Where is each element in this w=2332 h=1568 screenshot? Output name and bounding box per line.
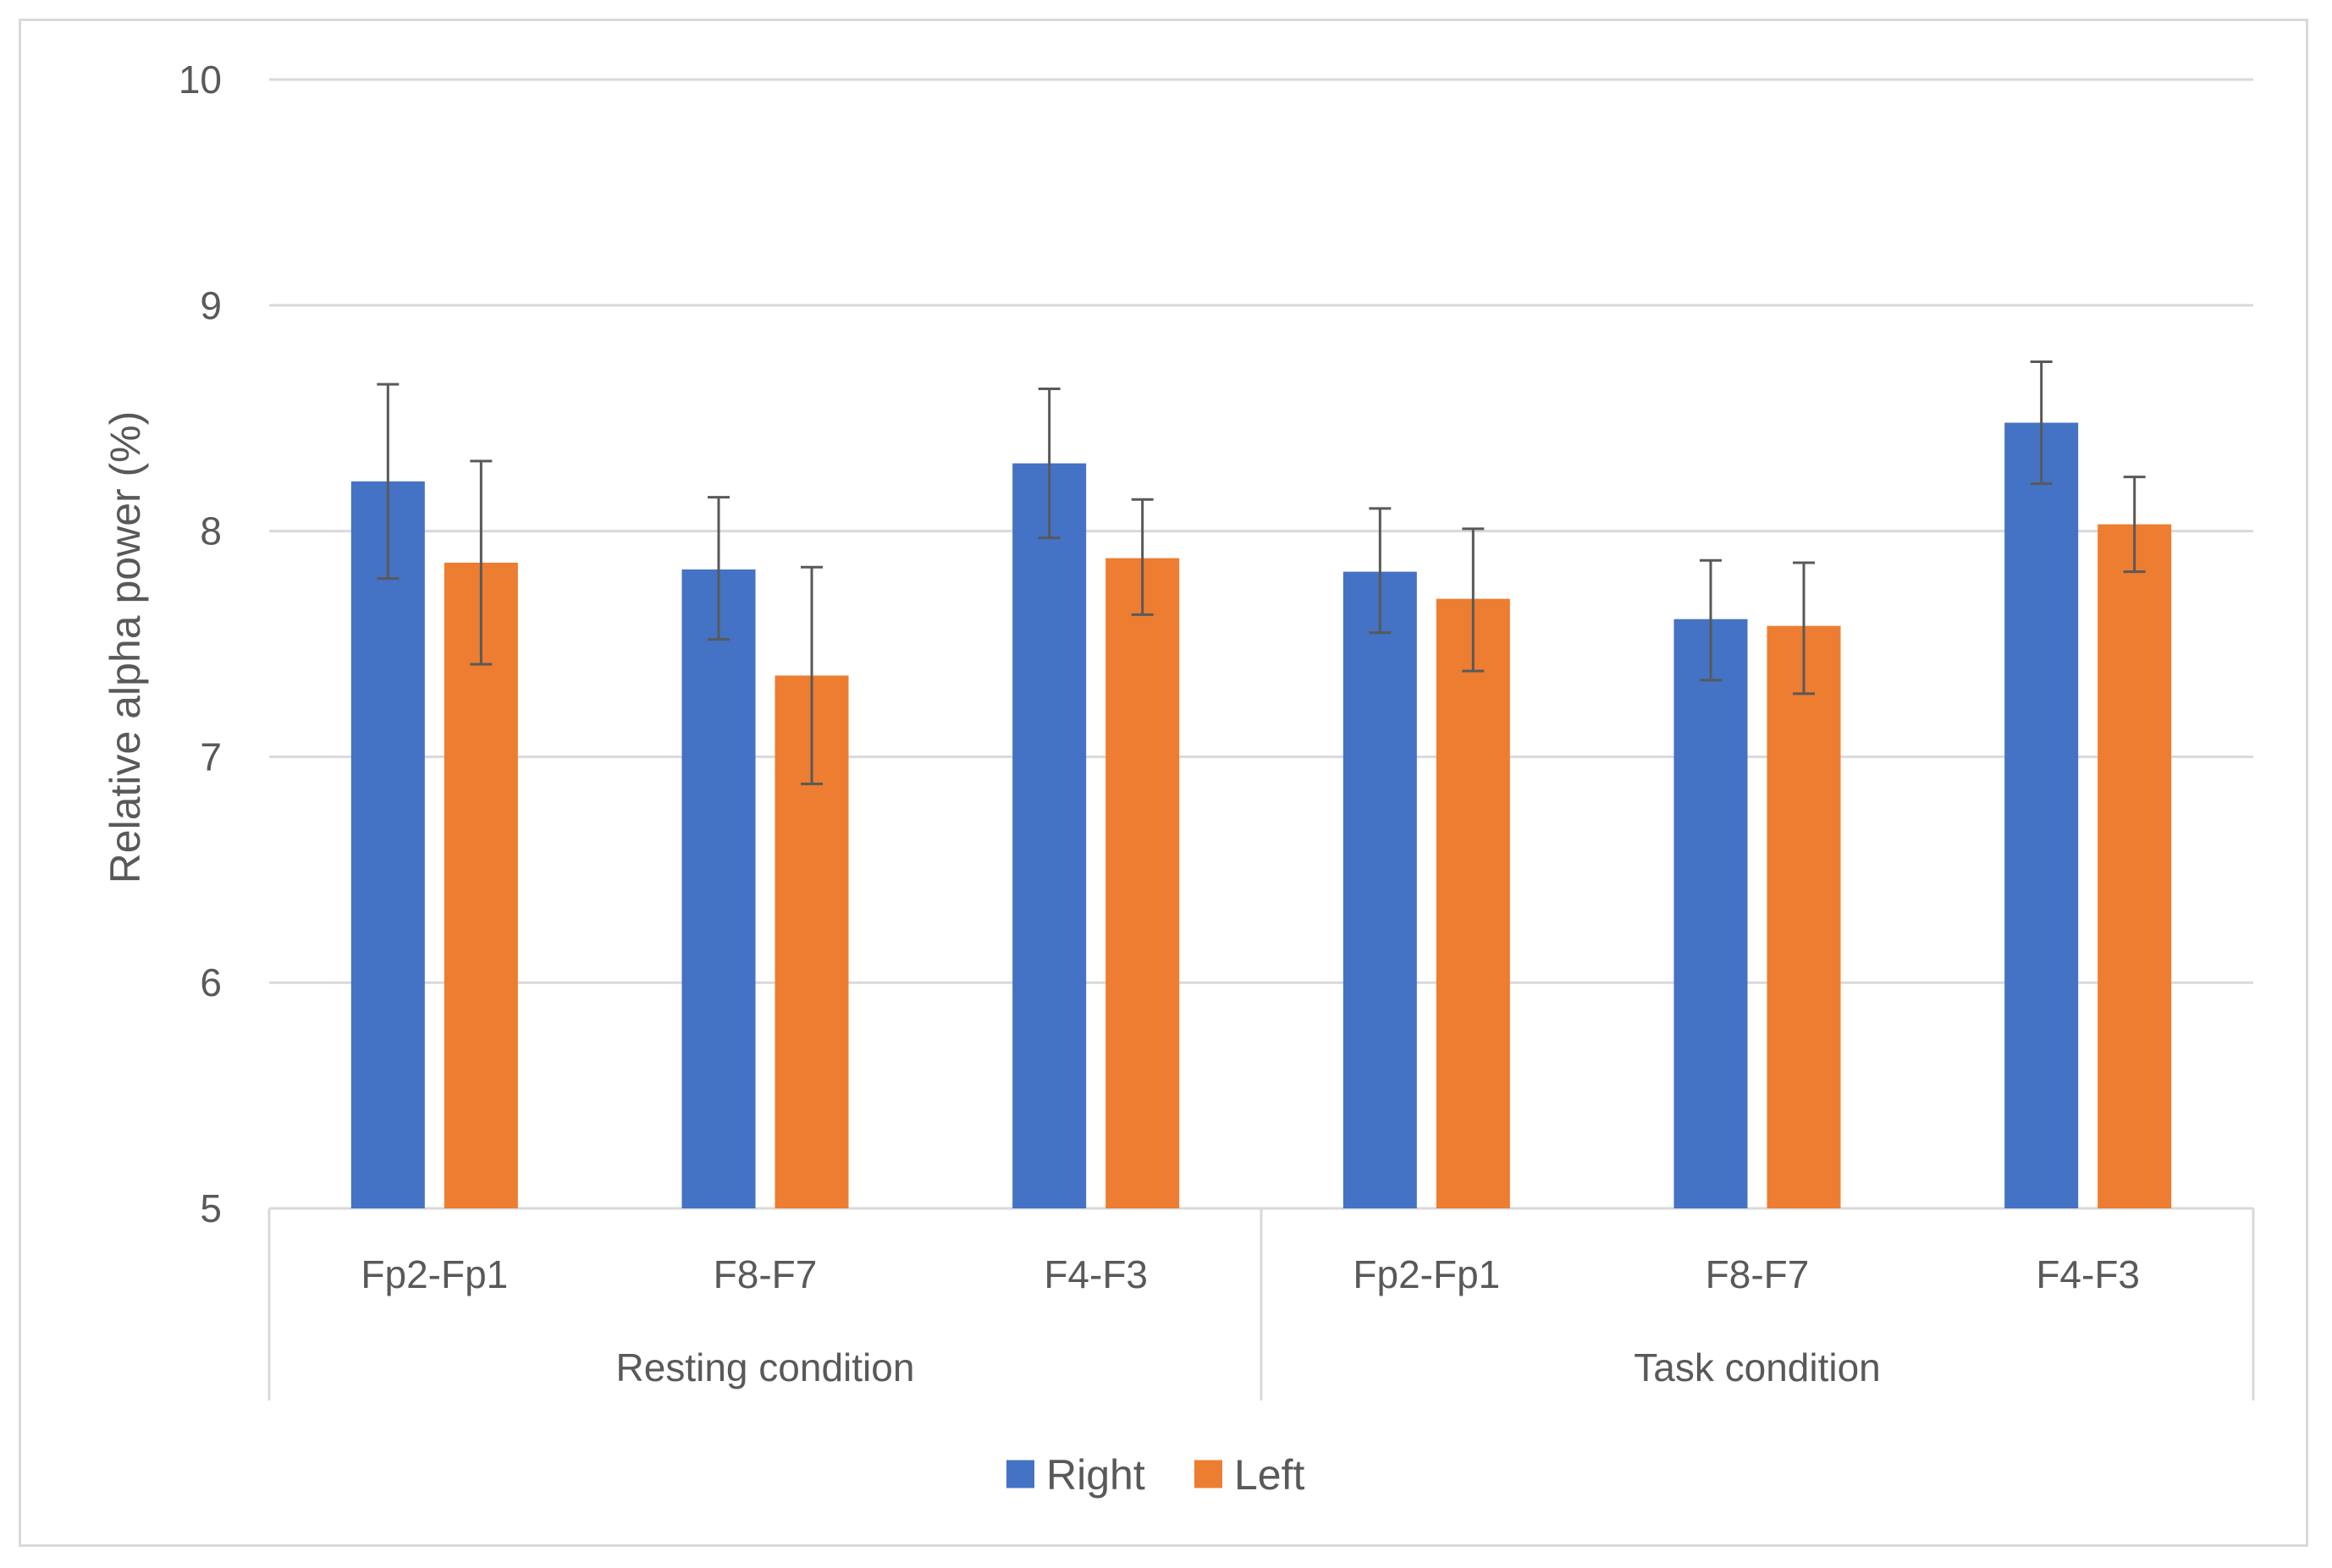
error-bar-right-0 — [377, 382, 400, 580]
error-bar-left-1 — [801, 565, 823, 785]
bar-left-0 — [444, 562, 518, 1208]
x-axis-group-labels: Resting condition Task condition — [616, 1345, 1881, 1389]
gridlines — [269, 78, 2253, 984]
error-bar-left-2 — [1131, 498, 1154, 616]
error-bar-right-1 — [708, 496, 730, 641]
error-bar-right-3 — [1369, 507, 1392, 635]
legend-swatch-left — [1194, 1460, 1222, 1488]
group-label: Resting condition — [616, 1345, 915, 1389]
y-tick-label: 8 — [200, 509, 222, 553]
x-tick-label: F4-F3 — [2036, 1252, 2140, 1296]
x-tick-label: F8-F7 — [714, 1252, 818, 1296]
y-tick-label: 7 — [200, 734, 222, 778]
group-label: Task condition — [1634, 1345, 1881, 1389]
x-axis-tick-labels: Fp2-Fp1 F8-F7 F4-F3 Fp2-Fp1 F8-F7 F4-F3 — [361, 1252, 2140, 1296]
y-axis-tick-labels: 5 6 7 8 9 10 — [179, 58, 222, 1230]
bar-left-2 — [1105, 558, 1180, 1208]
x-tick-label: F8-F7 — [1706, 1252, 1810, 1296]
y-tick-label: 6 — [200, 960, 222, 1004]
bar-right-4 — [1673, 619, 1748, 1208]
y-tick-label: 9 — [200, 283, 222, 327]
y-tick-label: 10 — [179, 58, 222, 102]
error-bars — [377, 360, 2146, 785]
legend-item-right: Right — [1006, 1451, 1145, 1499]
legend-label: Right — [1046, 1451, 1145, 1499]
error-bar-left-0 — [470, 459, 493, 666]
bar-left-3 — [1436, 598, 1510, 1208]
x-tick-label: F4-F3 — [1044, 1252, 1148, 1296]
x-tick-label: Fp2-Fp1 — [1353, 1252, 1500, 1296]
bar-right-0 — [350, 481, 425, 1208]
error-bar-right-5 — [2030, 360, 2053, 486]
legend-swatch-right — [1006, 1460, 1034, 1488]
bar-left-5 — [2098, 524, 2172, 1208]
error-bar-left-4 — [1793, 561, 1815, 696]
legend: Right Left — [1006, 1451, 1305, 1499]
error-bar-left-3 — [1462, 527, 1485, 673]
bar-right-1 — [681, 569, 756, 1208]
x-tick-label: Fp2-Fp1 — [361, 1252, 508, 1296]
bars — [350, 422, 2172, 1208]
error-bar-left-5 — [2123, 476, 2146, 574]
category-axis-frame — [267, 1207, 2255, 1400]
error-bar-right-2 — [1038, 388, 1061, 540]
y-tick-label: 5 — [200, 1186, 222, 1230]
y-axis-title: Relative alpha power (%) — [102, 411, 149, 884]
bar-right-3 — [1342, 571, 1417, 1208]
bar-right-5 — [2004, 422, 2079, 1208]
bar-right-2 — [1012, 463, 1087, 1208]
legend-item-left: Left — [1194, 1451, 1305, 1499]
error-bar-right-4 — [1700, 558, 1722, 682]
legend-label: Left — [1234, 1451, 1305, 1499]
bar-left-4 — [1767, 625, 1841, 1208]
